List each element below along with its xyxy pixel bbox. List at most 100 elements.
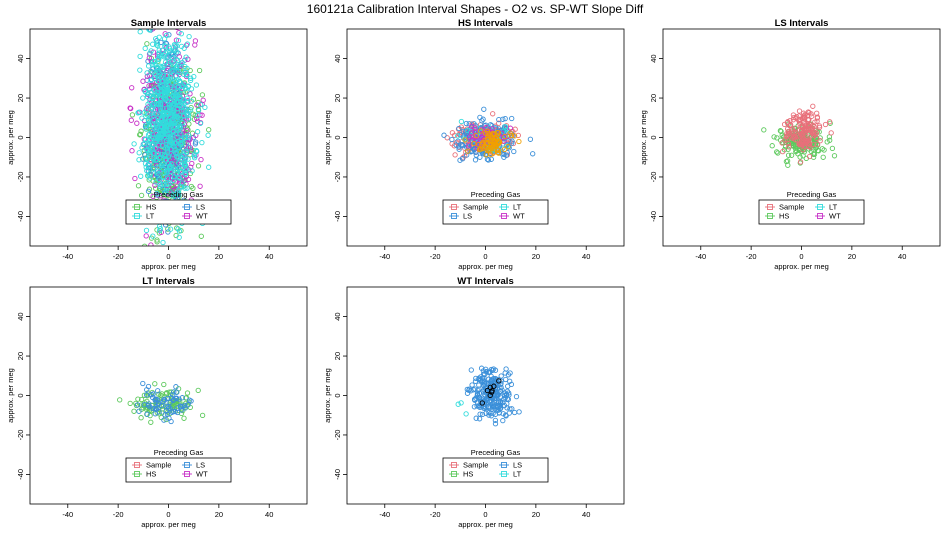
data-point — [196, 164, 200, 168]
legend-entry-label: WT — [196, 212, 208, 221]
y-tick-label: 0 — [333, 135, 342, 139]
data-point — [453, 153, 457, 157]
x-tick-label: -40 — [62, 252, 73, 261]
x-tick-label: -40 — [379, 252, 390, 261]
data-point — [143, 46, 147, 50]
legend-entry-label: Sample — [146, 461, 171, 470]
x-tick-label: -20 — [430, 510, 441, 519]
legend-entry-label: Sample — [463, 203, 488, 212]
data-point — [470, 383, 474, 387]
x-tick-label: -20 — [430, 252, 441, 261]
x-tick-label: 0 — [483, 252, 487, 261]
data-point — [157, 48, 161, 52]
x-tick-label: 20 — [848, 252, 856, 261]
data-point — [135, 121, 139, 125]
legend-entry-label: Sample — [463, 461, 488, 470]
legend-box — [443, 200, 548, 224]
data-point — [139, 416, 143, 420]
data-point — [153, 382, 157, 386]
data-point — [195, 130, 199, 134]
y-axis-label: approx. per meg — [639, 110, 648, 165]
data-point — [203, 105, 207, 109]
x-tick-label: 20 — [532, 510, 540, 519]
legend-box — [443, 458, 548, 482]
panel-title: Sample Intervals — [131, 18, 207, 29]
y-tick-label: 20 — [16, 94, 25, 102]
panel-title: LT Intervals — [142, 276, 195, 287]
legend-entry-label: LS — [196, 203, 205, 212]
data-point — [199, 157, 203, 161]
x-tick-label: -20 — [113, 510, 124, 519]
data-point — [138, 68, 142, 72]
data-point — [163, 247, 167, 251]
data-point — [161, 240, 165, 244]
data-point — [144, 234, 148, 238]
data-point — [514, 394, 518, 398]
legend-entry-label: HS — [779, 212, 789, 221]
data-point — [207, 165, 211, 169]
points-group — [118, 381, 205, 424]
data-point — [132, 142, 136, 146]
data-point — [776, 151, 780, 155]
data-point — [504, 377, 508, 381]
y-tick-label: -20 — [649, 172, 658, 183]
x-tick-label: 40 — [265, 252, 273, 261]
x-tick-label: -40 — [62, 510, 73, 519]
legend-box — [759, 200, 864, 224]
panel-title: WT Intervals — [457, 276, 514, 287]
data-point — [178, 248, 182, 252]
y-tick-label: 40 — [16, 312, 25, 320]
y-tick-label: 0 — [649, 135, 658, 139]
y-tick-label: 40 — [333, 312, 342, 320]
legend-title: Preceding Gas — [154, 448, 204, 457]
y-axis-label: approx. per meg — [323, 368, 332, 423]
y-tick-label: -40 — [333, 469, 342, 480]
x-tick-label: 0 — [799, 252, 803, 261]
data-point — [442, 133, 446, 137]
panel-title: HS Intervals — [458, 18, 513, 29]
points-group — [762, 104, 837, 167]
y-tick-label: 40 — [16, 54, 25, 62]
x-tick-label: 20 — [532, 252, 540, 261]
y-tick-label: 0 — [16, 135, 25, 139]
y-tick-label: -40 — [16, 211, 25, 222]
x-tick-label: -40 — [379, 510, 390, 519]
legend-entry-label: WT — [829, 212, 841, 221]
x-tick-label: -20 — [113, 252, 124, 261]
legend-entry-label: LS — [463, 212, 472, 221]
x-axis-label: approx. per meg — [458, 262, 513, 271]
data-point — [478, 155, 482, 159]
legend-box — [126, 200, 231, 224]
x-tick-label: -20 — [746, 252, 757, 261]
data-point — [198, 184, 202, 188]
data-point — [168, 227, 172, 231]
x-tick-label: 20 — [215, 252, 223, 261]
legend-entry-label: LS — [513, 461, 522, 470]
figure-title: 160121a Calibration Interval Shapes - O2… — [307, 2, 644, 16]
legend-entry-label: LT — [513, 203, 522, 212]
x-tick-label: -40 — [695, 252, 706, 261]
data-point — [130, 86, 134, 90]
legend-entry-label: Sample — [779, 203, 804, 212]
data-point — [150, 7, 154, 11]
x-tick-label: 0 — [166, 252, 170, 261]
y-axis-label: approx. per meg — [6, 368, 15, 423]
data-point — [139, 193, 143, 197]
legend-entry-label: HS — [146, 203, 156, 212]
data-point — [141, 381, 145, 385]
legend-entry-label: LT — [146, 212, 155, 221]
legend-title: Preceding Gas — [471, 190, 521, 199]
data-point — [200, 93, 204, 97]
y-tick-label: 20 — [333, 352, 342, 360]
x-axis-label: approx. per meg — [458, 520, 513, 529]
data-point — [206, 133, 210, 137]
y-tick-label: -20 — [333, 430, 342, 441]
data-point — [200, 413, 204, 417]
data-point — [829, 131, 833, 135]
data-point — [762, 128, 766, 132]
data-point — [772, 135, 776, 139]
data-point — [823, 122, 827, 126]
y-tick-label: -40 — [16, 469, 25, 480]
legend-entry-label: WT — [196, 470, 208, 479]
